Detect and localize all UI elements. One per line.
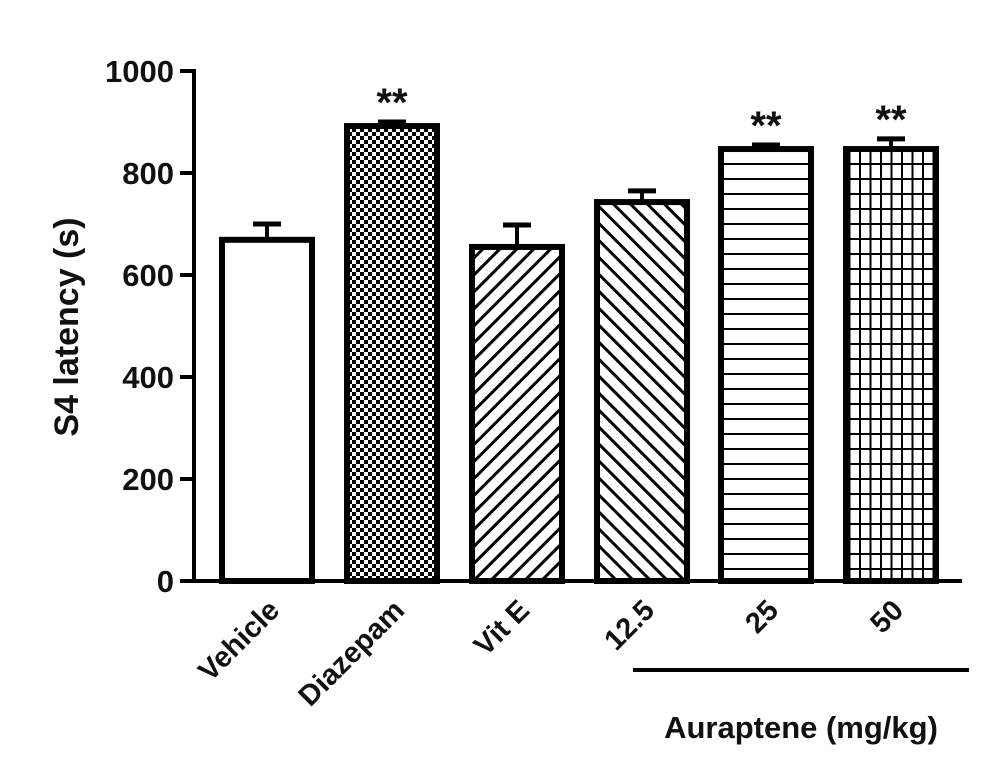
bar-50 <box>843 146 939 584</box>
y-tick-label: 200 <box>122 462 174 497</box>
bar-12.5 <box>594 199 690 584</box>
x-tick-label: Vit E <box>468 594 536 662</box>
significance-marker: ** <box>875 98 907 142</box>
x-tick-label: Vehicle <box>193 594 286 687</box>
y-tick-label: 0 <box>157 564 174 599</box>
x-tick-label: Diazepam <box>293 594 411 712</box>
significance-marker: ** <box>376 81 408 125</box>
y-tick-label: 1000 <box>105 54 174 89</box>
significance-marker: ** <box>750 104 782 148</box>
y-tick-label: 600 <box>122 258 174 293</box>
group-label: Auraptene (mg/kg) <box>664 710 938 745</box>
y-axis-label: S4 latency (s) <box>48 217 86 436</box>
x-tick-label: 50 <box>865 594 910 639</box>
bar-vehicle <box>219 236 315 584</box>
x-tick-label: 25 <box>740 594 785 639</box>
x-tick-label: 12.5 <box>598 594 661 657</box>
bar-vit-e <box>469 243 565 584</box>
bar-diazepam <box>344 123 440 585</box>
bar-25 <box>718 146 814 584</box>
y-tick-label: 800 <box>122 156 174 191</box>
y-tick-label: 400 <box>122 360 174 395</box>
